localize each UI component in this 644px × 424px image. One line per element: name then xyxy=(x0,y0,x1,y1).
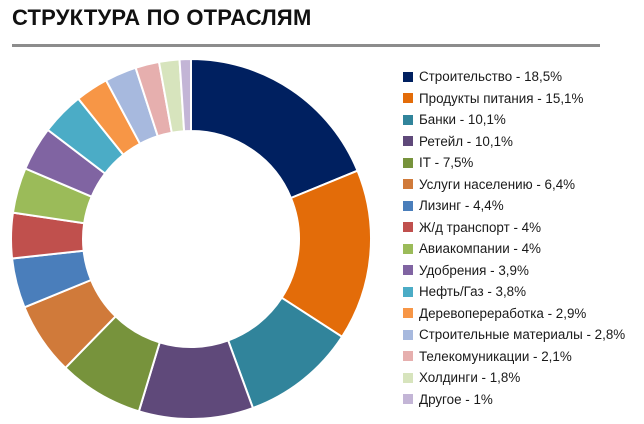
legend-label: Строительство xyxy=(419,69,513,85)
legend-item: Ретейл - 10,1% xyxy=(403,131,625,153)
legend-label: Телекомуникации xyxy=(419,348,530,364)
legend-separator: - xyxy=(461,391,474,407)
legend-label: Ж/д транспорт xyxy=(419,219,510,235)
legend-item: Холдинги - 1,8% xyxy=(403,367,625,389)
legend-item: Банки - 10,1% xyxy=(403,109,625,131)
legend-separator: - xyxy=(463,133,475,149)
legend-value: 10,1% xyxy=(467,112,506,128)
legend-value: 2,1% xyxy=(541,348,572,364)
legend-label: Деревопереработка xyxy=(419,305,544,321)
legend-swatch xyxy=(403,308,413,319)
legend-value: 15,1% xyxy=(545,90,584,106)
chart-legend: Строительство - 18,5% Продукты питания - … xyxy=(403,66,625,410)
legend-value: 3,9% xyxy=(498,262,529,278)
legend-item: Продукты питания - 15,1% xyxy=(403,88,625,110)
legend-swatch xyxy=(403,394,413,405)
legend-value: 6,4% xyxy=(544,176,576,192)
legend-separator: - xyxy=(430,155,443,171)
legend-separator: - xyxy=(582,327,595,343)
legend-separator: - xyxy=(532,176,545,192)
legend-value: 1,8% xyxy=(489,370,521,386)
legend-label: Продукты питания xyxy=(419,90,534,106)
legend-swatch xyxy=(403,351,413,362)
legend-item: Услуги населению - 6,4% xyxy=(403,174,625,196)
legend-label: Услуги населению xyxy=(419,176,533,192)
donut-slice xyxy=(178,57,192,133)
legend-separator: - xyxy=(455,112,468,128)
donut-slice xyxy=(190,57,359,200)
legend-label: Удобрения xyxy=(419,262,487,278)
legend-item: IT - 7,5% xyxy=(403,152,625,174)
title-underline xyxy=(12,44,600,47)
legend-value: 10,1% xyxy=(474,133,513,149)
legend-separator: - xyxy=(486,262,499,278)
legend-item: Деревопереработка - 2,9% xyxy=(403,303,625,325)
legend-item: Нефть/Газ - 3,8% xyxy=(403,281,625,303)
legend-item: Ж/д транспорт - 4% xyxy=(403,217,625,239)
legend-swatch xyxy=(403,329,413,340)
legend-swatch xyxy=(403,243,413,254)
legend-separator: - xyxy=(509,241,522,257)
legend-item: Строительные материалы - 2,8% xyxy=(403,324,625,346)
legend-value: 3,8% xyxy=(495,284,527,300)
legend-separator: - xyxy=(509,219,522,235)
legend-swatch xyxy=(403,114,413,125)
legend-value: 18,5% xyxy=(524,69,563,85)
legend-swatch xyxy=(403,222,413,233)
legend-label: Ретейл xyxy=(419,133,464,149)
legend-swatch xyxy=(403,200,413,211)
legend-separator: - xyxy=(543,305,556,321)
legend-separator: - xyxy=(512,69,525,85)
legend-swatch xyxy=(403,179,413,190)
legend-item: Лизинг - 4,4% xyxy=(403,195,625,217)
legend-separator: - xyxy=(529,348,542,364)
legend-swatch xyxy=(403,265,413,276)
legend-item: Строительство - 18,5% xyxy=(403,66,625,88)
legend-swatch xyxy=(403,372,413,383)
legend-label: Холдинги xyxy=(419,370,478,386)
legend-swatch xyxy=(403,157,413,168)
legend-separator: - xyxy=(477,370,490,386)
legend-label: Банки xyxy=(419,112,456,128)
legend-label: IT xyxy=(419,155,431,171)
legend-swatch xyxy=(403,136,413,147)
legend-label: Лизинг xyxy=(419,198,462,214)
legend-item: Удобрения - 3,9% xyxy=(403,260,625,282)
legend-item: Другое - 1% xyxy=(403,389,625,411)
legend-value: 7,5% xyxy=(442,155,474,171)
donut-chart xyxy=(10,57,372,420)
legend-item: Телекомуникации - 2,1% xyxy=(403,346,625,368)
legend-separator: - xyxy=(461,198,474,214)
legend-item: Авиакомпании - 4% xyxy=(403,238,625,260)
legend-swatch xyxy=(403,286,413,297)
legend-value: 4% xyxy=(521,241,541,257)
legend-value: 1% xyxy=(473,391,493,407)
legend-label: Другое xyxy=(419,391,462,407)
legend-value: 4,4% xyxy=(473,198,504,214)
chart-title: СТРУКТУРА ПО ОТРАСЛЯМ xyxy=(12,5,312,30)
legend-separator: - xyxy=(483,284,496,300)
legend-value: 2,9% xyxy=(555,305,587,321)
legend-swatch xyxy=(403,93,413,104)
legend-label: Строительные материалы xyxy=(419,327,583,343)
legend-label: Авиакомпании xyxy=(419,241,510,257)
legend-separator: - xyxy=(533,90,546,106)
legend-label: Нефть/Газ xyxy=(419,284,484,300)
legend-value: 4% xyxy=(521,219,541,235)
legend-swatch xyxy=(403,71,413,82)
legend-value: 2,8% xyxy=(594,327,626,343)
